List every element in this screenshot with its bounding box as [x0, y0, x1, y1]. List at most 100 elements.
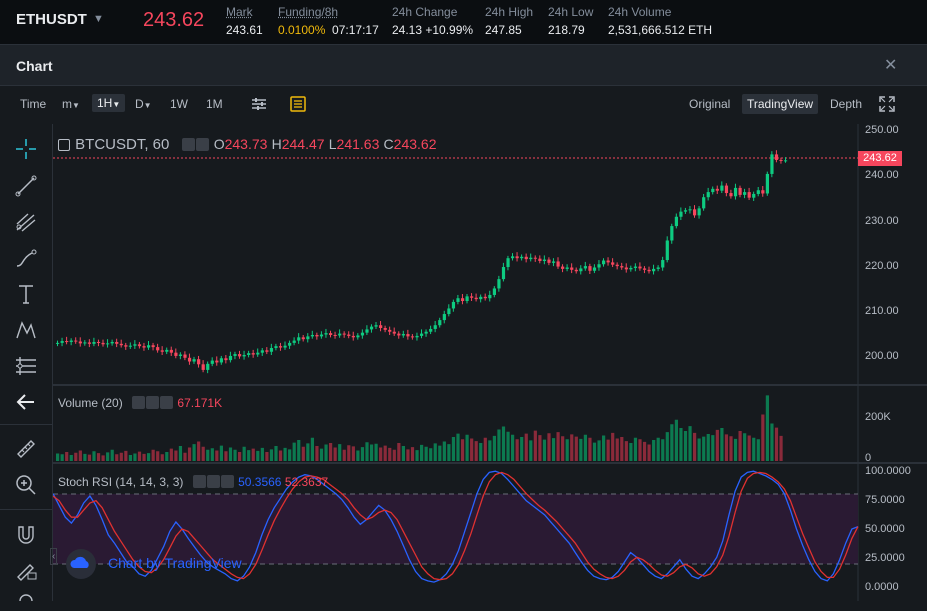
chart-canvas[interactable] [53, 124, 927, 601]
candle-body [347, 334, 351, 336]
pitchfork-icon[interactable] [14, 210, 38, 234]
candle-body [765, 173, 769, 194]
candle-body [779, 159, 783, 161]
collapse-sidebar-icon[interactable]: ‹ [50, 548, 58, 565]
candle-body [333, 334, 337, 336]
stoch-tick: 25.0000 [865, 552, 905, 564]
brush-icon[interactable] [14, 246, 38, 270]
more-tools-icon[interactable] [14, 587, 38, 611]
volume-bar [638, 439, 642, 461]
volume-bar [438, 445, 442, 461]
interval-day[interactable]: D▼ [135, 97, 152, 111]
volume-bar [319, 448, 324, 461]
view-tradingview[interactable]: TradingView [742, 94, 819, 114]
candle-body [288, 342, 292, 346]
interval-week[interactable]: 1W [170, 97, 188, 111]
measure-levels-icon[interactable] [14, 354, 38, 378]
zoom-in-icon[interactable] [14, 473, 38, 497]
candle-body [206, 363, 210, 370]
stat-label[interactable]: Mark [226, 5, 253, 19]
close-icon[interactable]: ✕ [884, 57, 898, 74]
candle-body [784, 160, 788, 162]
interval-minutes[interactable]: m▼ [62, 97, 80, 111]
indicators-icon[interactable] [288, 94, 308, 114]
candle-body [360, 332, 365, 336]
volume-bar [183, 452, 187, 461]
crosshair-icon[interactable] [14, 137, 38, 161]
candle-body [583, 266, 587, 269]
candle-body [342, 333, 346, 335]
price-tick: 230.00 [865, 215, 899, 227]
volume-bar [706, 434, 710, 461]
eye-icon[interactable] [181, 138, 195, 151]
volume-bar [633, 437, 638, 461]
ruler-icon[interactable] [14, 437, 38, 461]
candle-body [74, 340, 78, 342]
volume-bar [415, 450, 419, 461]
volume-bar [365, 442, 369, 461]
eye-icon[interactable] [192, 475, 206, 488]
volume-bar [470, 438, 474, 461]
candle-body [424, 331, 428, 334]
volume-bar [688, 426, 692, 461]
gear-icon[interactable] [195, 138, 209, 151]
tradingview-watermark[interactable]: Chart by TradingView [108, 555, 242, 571]
candle-body [56, 342, 60, 344]
gear-icon[interactable] [146, 396, 160, 409]
candle-body [256, 352, 260, 355]
volume-bar [210, 448, 214, 461]
view-original[interactable]: Original [689, 97, 731, 111]
candle-body [752, 193, 756, 198]
trend-line-icon[interactable] [14, 174, 38, 198]
candle-body [87, 342, 92, 344]
volume-bar [761, 414, 765, 461]
volume-bar [465, 434, 469, 461]
gear-icon[interactable] [206, 475, 220, 488]
candle-body [711, 188, 715, 193]
arrow-left-icon[interactable] [14, 390, 38, 414]
volume-bar [774, 427, 779, 461]
candle-body [683, 210, 688, 212]
candle-body [124, 345, 128, 347]
candle-body [228, 355, 233, 361]
volume-bar [538, 435, 542, 461]
close-icon[interactable] [160, 396, 174, 409]
candle-body [693, 209, 697, 216]
interval-month[interactable]: 1M [206, 97, 223, 111]
stat-low: 24h Low 218.79 [548, 4, 593, 39]
settings-sliders-icon[interactable] [249, 94, 269, 114]
price-tick: 210.00 [865, 305, 899, 317]
volume-bar [383, 445, 387, 461]
tradingview-logo[interactable] [66, 549, 96, 579]
chart-area[interactable]: BTCUSDT, 60 O243.73 H244.47 L241.63 C243… [53, 124, 927, 601]
view-depth[interactable]: Depth [830, 97, 863, 111]
symbol-selector[interactable]: ETHUSDT [16, 11, 87, 28]
stoch-d-line [53, 471, 859, 581]
lock-drawing-icon[interactable] [14, 557, 38, 581]
eye-icon[interactable] [132, 396, 146, 409]
volume-bar [242, 446, 246, 461]
volume-bar [702, 436, 706, 461]
text-tool-icon[interactable] [14, 282, 38, 306]
magnet-icon[interactable] [14, 523, 38, 547]
interval-hours[interactable]: 1H▼ [92, 94, 126, 112]
candle-body [665, 240, 669, 261]
stoch-d-value: 52.3637 [284, 475, 329, 489]
volume-tick: 200K [865, 411, 891, 423]
candle-body [297, 337, 301, 341]
candle-body [219, 358, 223, 363]
volume-bar [720, 428, 724, 461]
stat-value: 243.61 [226, 23, 263, 37]
volume-bar [197, 441, 201, 461]
pattern-icon[interactable] [14, 318, 38, 342]
close-icon[interactable] [220, 475, 234, 488]
volume-bar [374, 443, 378, 461]
candle-body [542, 259, 547, 261]
candle-body [269, 348, 274, 352]
collapse-icon[interactable] [58, 139, 70, 151]
stat-high: 24h High 247.85 [485, 4, 533, 39]
fullscreen-icon[interactable] [877, 94, 897, 114]
chevron-down-icon[interactable]: ▼ [93, 13, 104, 25]
candle-body [442, 314, 446, 321]
stat-label[interactable]: Funding/8h [278, 5, 339, 19]
